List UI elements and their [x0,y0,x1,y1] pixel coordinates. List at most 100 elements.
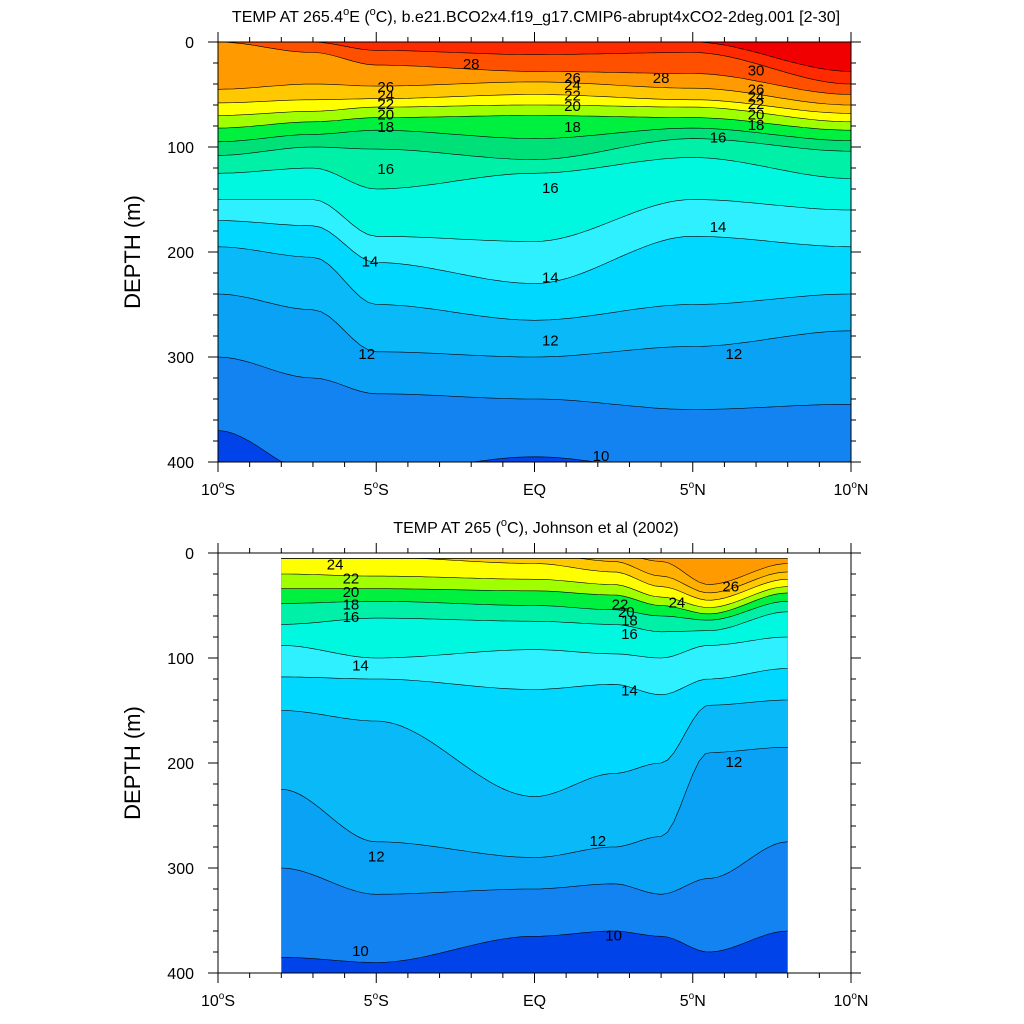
contour-label: 22 [343,570,360,587]
field-band-30 [218,42,851,72]
contour-label: 12 [542,332,559,349]
y-tick-label: 0 [185,546,194,563]
contour-label: 14 [352,657,369,674]
top-panel-title: TEMP AT 265.4oE (oC), b.e21.BCO2x4.f19_g… [232,6,840,26]
y-tick-label: 0 [185,35,194,52]
bottom-panel-axes: 0 100 200 300 400 10oS 5oS EQ 5oN 10oN [167,543,868,1010]
isotherm-10 [281,930,788,963]
y-tick-label: 200 [167,756,194,773]
contour-label: 14 [710,219,727,236]
isotherm-12 [281,747,788,858]
x-tick-label: 10oS [201,991,235,1010]
contour-label: 20 [748,107,765,124]
isotherm-12 [217,293,852,358]
contour-label: 20 [343,584,360,601]
bottom-panel-field [281,558,788,973]
top-panel-axes: 0 100 200 300 400 10oS 5oS EQ 5oN 10oN [167,32,868,499]
contour-label: 26 [377,79,394,96]
contour-label: 22 [377,96,394,113]
contour-label: 26 [722,579,739,596]
contour-label: 16 [710,130,727,147]
contour-label: 24 [564,77,581,94]
isotherm-16 [217,157,852,190]
bottom-panel: TEMP AT 265 (oC), Johnson et al (2002) D… [120,517,868,1010]
contour-label: 18 [377,119,394,136]
y-tick-label: 400 [167,455,194,472]
contour-label: 30 [748,62,765,79]
bottom-panel-ylabel: DEPTH (m) [120,706,145,820]
bottom-panel-contours [281,558,788,963]
y-tick-label: 300 [167,350,194,367]
contour-label: 26 [564,70,581,87]
x-tick-label: 5oS [364,991,389,1010]
contour-label: 28 [653,70,670,87]
contour-label: 10 [593,448,610,465]
isotherm-14 [281,668,788,696]
isotherm-22 [281,573,788,608]
top-panel-contour-labels: 2830282624222018262422201826242220181616… [358,56,765,465]
contour-label: 18 [343,597,360,614]
isotherm-13 [217,246,852,321]
contour-label: 26 [748,81,765,98]
isotherm-13 [281,699,788,797]
contour-label: 20 [564,98,581,115]
contour-label: 14 [621,683,638,700]
isotherm-22 [217,104,852,123]
contour-label: 24 [748,89,765,106]
contour-label: 10 [352,943,369,960]
contour-label: 24 [327,557,344,574]
isotherm-18 [217,127,852,143]
contour-label: 22 [748,96,765,113]
isotherm-28 [217,41,852,95]
x-tick-label: 10oN [834,480,869,499]
contour-label: 12 [358,346,375,363]
isotherm-11 [217,356,851,410]
top-panel-field [218,42,851,462]
y-tick-label: 200 [167,245,194,262]
contour-label: 12 [368,849,385,866]
contour-label: 22 [612,597,629,614]
contour-label: 24 [377,88,394,105]
contour-label: 22 [564,88,581,105]
bottom-panel-contour-labels: 242220181622201816242614141212121010 [327,557,743,960]
contour-label: 18 [564,119,581,136]
top-panel: TEMP AT 265.4oE (oC), b.e21.BCO2x4.f19_g… [120,6,868,499]
isotherm-20 [281,588,788,615]
isotherm-29 [218,41,852,85]
isotherm-20 [217,115,852,131]
isotherm-11 [281,841,788,895]
contour-label: 16 [621,626,638,643]
contour-label: 14 [362,254,379,271]
bottom-panel-title: TEMP AT 265 (oC), Johnson et al (2002) [393,517,678,537]
x-tick-label: 5oN [680,991,706,1010]
x-tick-label: 5oS [364,480,389,499]
isotherm-24 [217,94,852,114]
contour-label: 12 [589,833,606,850]
x-tick-label: 5oN [680,480,706,499]
contour-label: 16 [542,180,559,197]
top-panel-ylabel: DEPTH (m) [120,195,145,309]
contour-label: 24 [669,594,686,611]
field-band-26 [281,558,788,585]
isotherm-26 [217,81,852,106]
y-tick-label: 100 [167,140,194,157]
contour-label: 20 [377,107,394,124]
contour-label: 14 [542,269,559,286]
contour-label: 12 [726,754,743,771]
x-tick-label: EQ [523,993,546,1010]
x-tick-label: EQ [523,482,546,499]
isotherm-17 [217,138,852,160]
y-tick-label: 100 [167,651,194,668]
field-band-25 [281,558,788,593]
contour-label: 12 [726,346,743,363]
contour-label: 28 [463,56,480,73]
isotherm-16 [281,611,788,633]
contour-label: 10 [605,927,622,944]
contour-label: 20 [618,604,635,621]
x-tick-label: 10oN [834,991,869,1010]
contour-label: 18 [748,117,765,134]
isotherm-15 [218,199,852,242]
contour-label: 18 [621,612,638,629]
contour-label: 16 [377,161,394,178]
